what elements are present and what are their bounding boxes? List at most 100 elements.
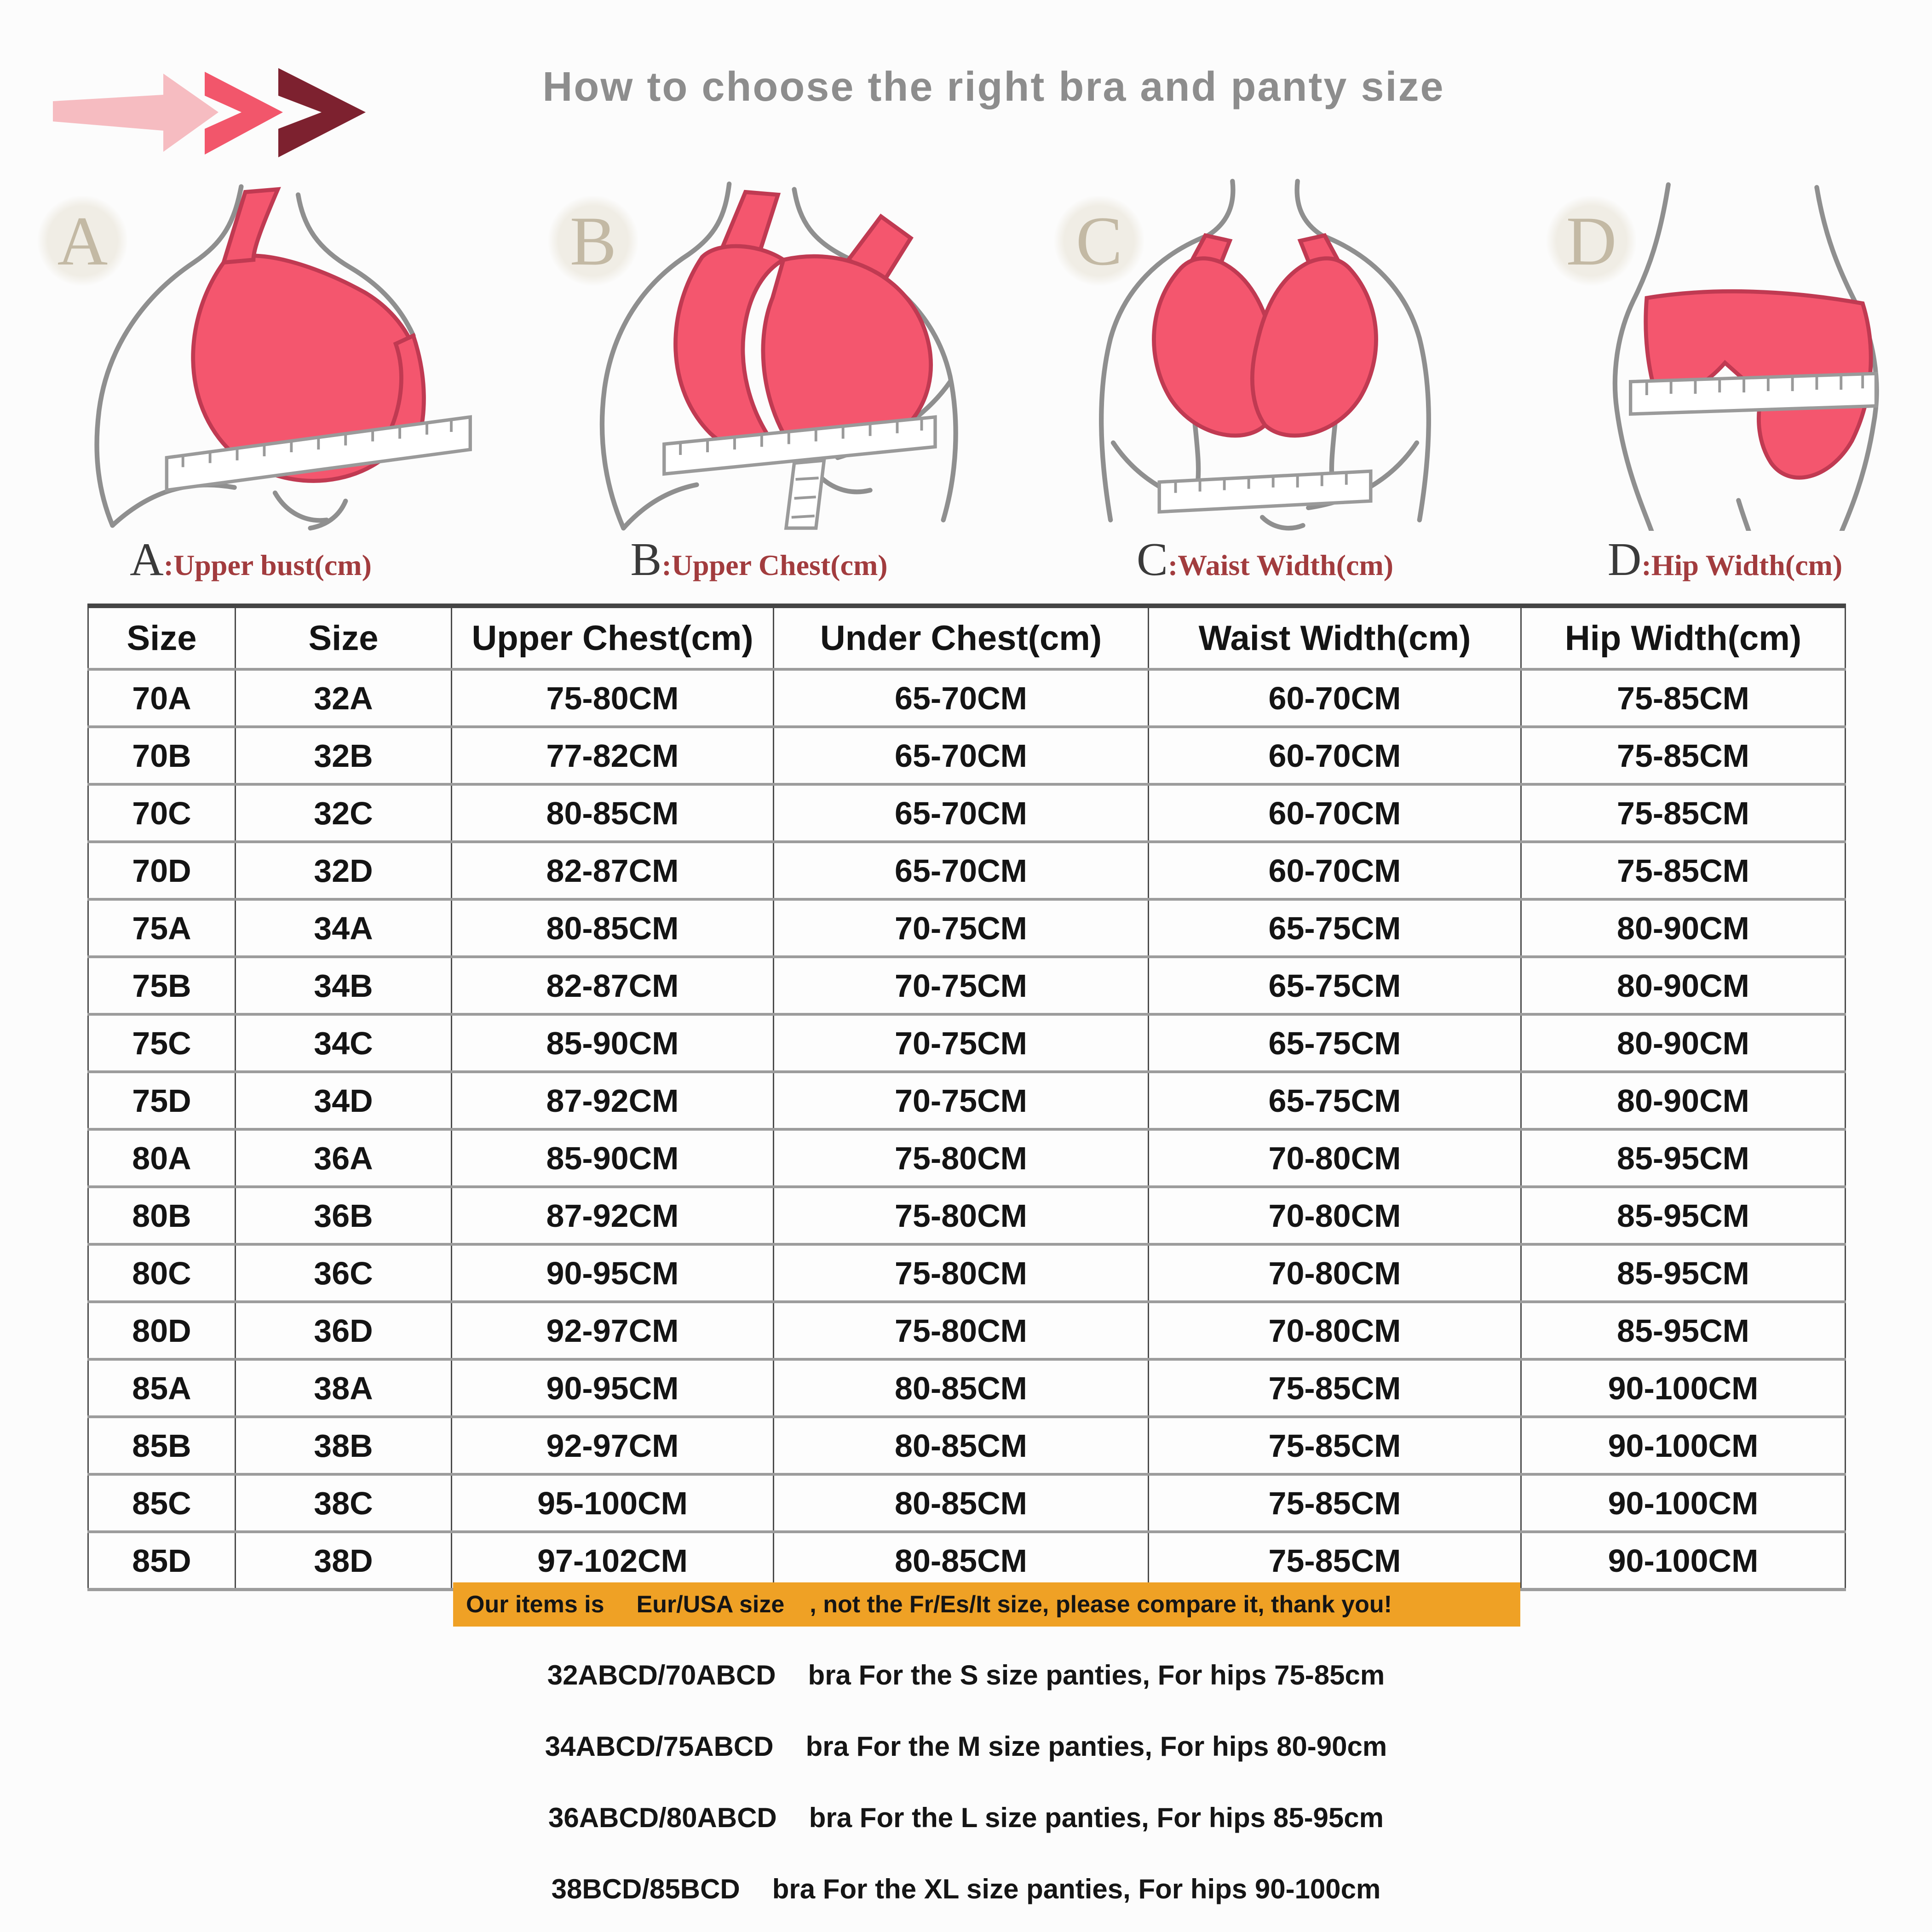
- table-cell: 80-90CM: [1520, 898, 1846, 957]
- table-cell: 65-70CM: [773, 668, 1149, 727]
- table-row: 70C 32C 80-85CM 65-70CM 60-70CM 75-85CM: [87, 783, 1846, 842]
- figure-caption: A:Upper bust(cm): [14, 533, 488, 586]
- table-cell: 65-75CM: [1148, 955, 1522, 1014]
- table-cell: 75D: [87, 1070, 236, 1129]
- table-row: 85C 38C 95-100CM 80-85CM 75-85CM 90-100CM: [87, 1473, 1846, 1532]
- table-cell: 70C: [87, 783, 236, 842]
- table-row: 70D 32D 82-87CM 65-70CM 60-70CM 75-85CM: [87, 840, 1846, 899]
- table-cell: 75-85CM: [1520, 725, 1846, 784]
- table-row: 75D 34D 87-92CM 70-75CM 65-75CM 80-90CM: [87, 1070, 1846, 1129]
- table-cell: 75-80CM: [773, 1243, 1149, 1302]
- figure-letter-watermark: C: [1054, 196, 1144, 286]
- figure-caption: D:Hip Width(cm): [1523, 533, 1927, 586]
- table-cell: 75-80CM: [773, 1128, 1149, 1187]
- table-cell: 85-95CM: [1520, 1300, 1846, 1359]
- table-cell: 34D: [235, 1070, 452, 1129]
- table-cell: 75B: [87, 955, 236, 1014]
- table-cell: 75C: [87, 1013, 236, 1072]
- table-cell: 80-90CM: [1520, 1070, 1846, 1129]
- table-cell: 75-85CM: [1520, 783, 1846, 842]
- table-cell: 85D: [87, 1530, 236, 1590]
- table-cell: 90-100CM: [1520, 1415, 1846, 1474]
- table-cell: 36A: [235, 1128, 452, 1187]
- table-cell: 75-85CM: [1520, 668, 1846, 727]
- panty-note-l: 36ABCD/80ABCD bra For the L size panties…: [0, 1797, 1932, 1838]
- table-cell: 36C: [235, 1243, 452, 1302]
- table-cell: 38C: [235, 1473, 452, 1532]
- table-cell: 82-87CM: [451, 955, 774, 1014]
- size-notice-banner: Our items is Eur/USA size , not the Fr/E…: [453, 1582, 1520, 1627]
- panty-hip-measure-illustration: [1612, 182, 1879, 531]
- table-cell: 85-95CM: [1520, 1185, 1846, 1244]
- table-cell: 70-80CM: [1148, 1243, 1522, 1302]
- table-cell: 65-75CM: [1148, 898, 1522, 957]
- table-cell: 38D: [235, 1530, 452, 1590]
- table-cell: 92-97CM: [451, 1300, 774, 1359]
- table-cell: 75-85CM: [1148, 1530, 1522, 1590]
- note-size-code: 34ABCD/75ABCD: [545, 1731, 774, 1762]
- table-cell: 70-75CM: [773, 955, 1149, 1014]
- table-cell: 60-70CM: [1148, 783, 1522, 842]
- table-cell: 90-100CM: [1520, 1473, 1846, 1532]
- caption-letter: B: [630, 534, 662, 586]
- table-cell: 32C: [235, 783, 452, 842]
- note-description: bra For the XL size panties, For hips 90…: [772, 1873, 1381, 1904]
- table-cell: 77-82CM: [451, 725, 774, 784]
- table-row: 80A 36A 85-90CM 75-80CM 70-80CM 85-95CM: [87, 1128, 1846, 1187]
- bra-underbust-measure-illustration: [94, 184, 472, 531]
- page-title: How to choose the right bra and panty si…: [542, 64, 1445, 110]
- table-body: 70A 32A 75-80CM 65-70CM 60-70CM 75-85CM 70B 32B…: [87, 668, 1846, 1590]
- table-cell: 34B: [235, 955, 452, 1014]
- table-cell: 36B: [235, 1185, 452, 1244]
- table-cell: 90-95CM: [451, 1243, 774, 1302]
- figure-caption: C:Waist Width(cm): [1030, 533, 1500, 586]
- table-cell: 85-90CM: [451, 1013, 774, 1072]
- table-cell: 65-75CM: [1148, 1070, 1522, 1129]
- table-cell: 85B: [87, 1415, 236, 1474]
- table-cell: 85-95CM: [1520, 1128, 1846, 1187]
- table-cell: 70-80CM: [1148, 1128, 1522, 1187]
- table-cell: 95-100CM: [451, 1473, 774, 1532]
- table-row: 80D 36D 92-97CM 75-80CM 70-80CM 85-95CM: [87, 1300, 1846, 1359]
- table-cell: 80-85CM: [773, 1530, 1149, 1590]
- table-cell: 70D: [87, 840, 236, 899]
- table-cell: 60-70CM: [1148, 840, 1522, 899]
- table-cell: 65-70CM: [773, 783, 1149, 842]
- note-description: bra For the L size panties, For hips 85-…: [809, 1802, 1384, 1833]
- table-cell: 70-80CM: [1148, 1300, 1522, 1359]
- table-cell: 90-95CM: [451, 1358, 774, 1417]
- table-cell: 85-95CM: [1520, 1243, 1846, 1302]
- table-cell: 75-80CM: [773, 1300, 1149, 1359]
- triple-arrow-icon: [53, 68, 366, 157]
- table-row: 70B 32B 77-82CM 65-70CM 60-70CM 75-85CM: [87, 725, 1846, 784]
- panty-note-s: 32ABCD/70ABCD bra For the S size panties…: [0, 1654, 1932, 1696]
- table-cell: 87-92CM: [451, 1185, 774, 1244]
- table-cell: 70-75CM: [773, 1070, 1149, 1129]
- caption-letter: A: [130, 534, 164, 586]
- table-cell: 38A: [235, 1358, 452, 1417]
- table-cell: 34A: [235, 898, 452, 957]
- table-row: 75B 34B 82-87CM 70-75CM 65-75CM 80-90CM: [87, 955, 1846, 1014]
- table-cell: 90-100CM: [1520, 1530, 1846, 1590]
- size-chart-table: Size Size Upper Chest(cm) Under Chest(cm…: [87, 604, 1846, 1591]
- table-cell: 38B: [235, 1415, 452, 1474]
- table-cell: 85-90CM: [451, 1128, 774, 1187]
- table-cell: 75-85CM: [1148, 1415, 1522, 1474]
- table-cell: 32A: [235, 668, 452, 727]
- caption-letter: C: [1136, 534, 1168, 586]
- table-cell: 65-70CM: [773, 840, 1149, 899]
- figure-waist-width: C: [1030, 178, 1500, 595]
- table-row: 85B 38B 92-97CM 80-85CM 75-85CM 90-100CM: [87, 1415, 1846, 1474]
- figure-letter-watermark: D: [1547, 196, 1636, 286]
- caption-separator: :: [163, 549, 174, 581]
- banner-text-lead: Our items is: [466, 1591, 604, 1618]
- table-row: 85A 38A 90-95CM 80-85CM 75-85CM 90-100CM: [87, 1358, 1846, 1417]
- table-cell: 70-75CM: [773, 1013, 1149, 1072]
- table-cell: 75-80CM: [451, 668, 774, 727]
- table-cell: 70B: [87, 725, 236, 784]
- banner-text-tail: , not the Fr/Es/It size, please compare …: [810, 1591, 1392, 1618]
- caption-separator: :: [1167, 549, 1178, 581]
- column-header-under-chest: Under Chest(cm): [773, 604, 1149, 669]
- note-description: bra For the S size panties, For hips 75-…: [808, 1659, 1385, 1690]
